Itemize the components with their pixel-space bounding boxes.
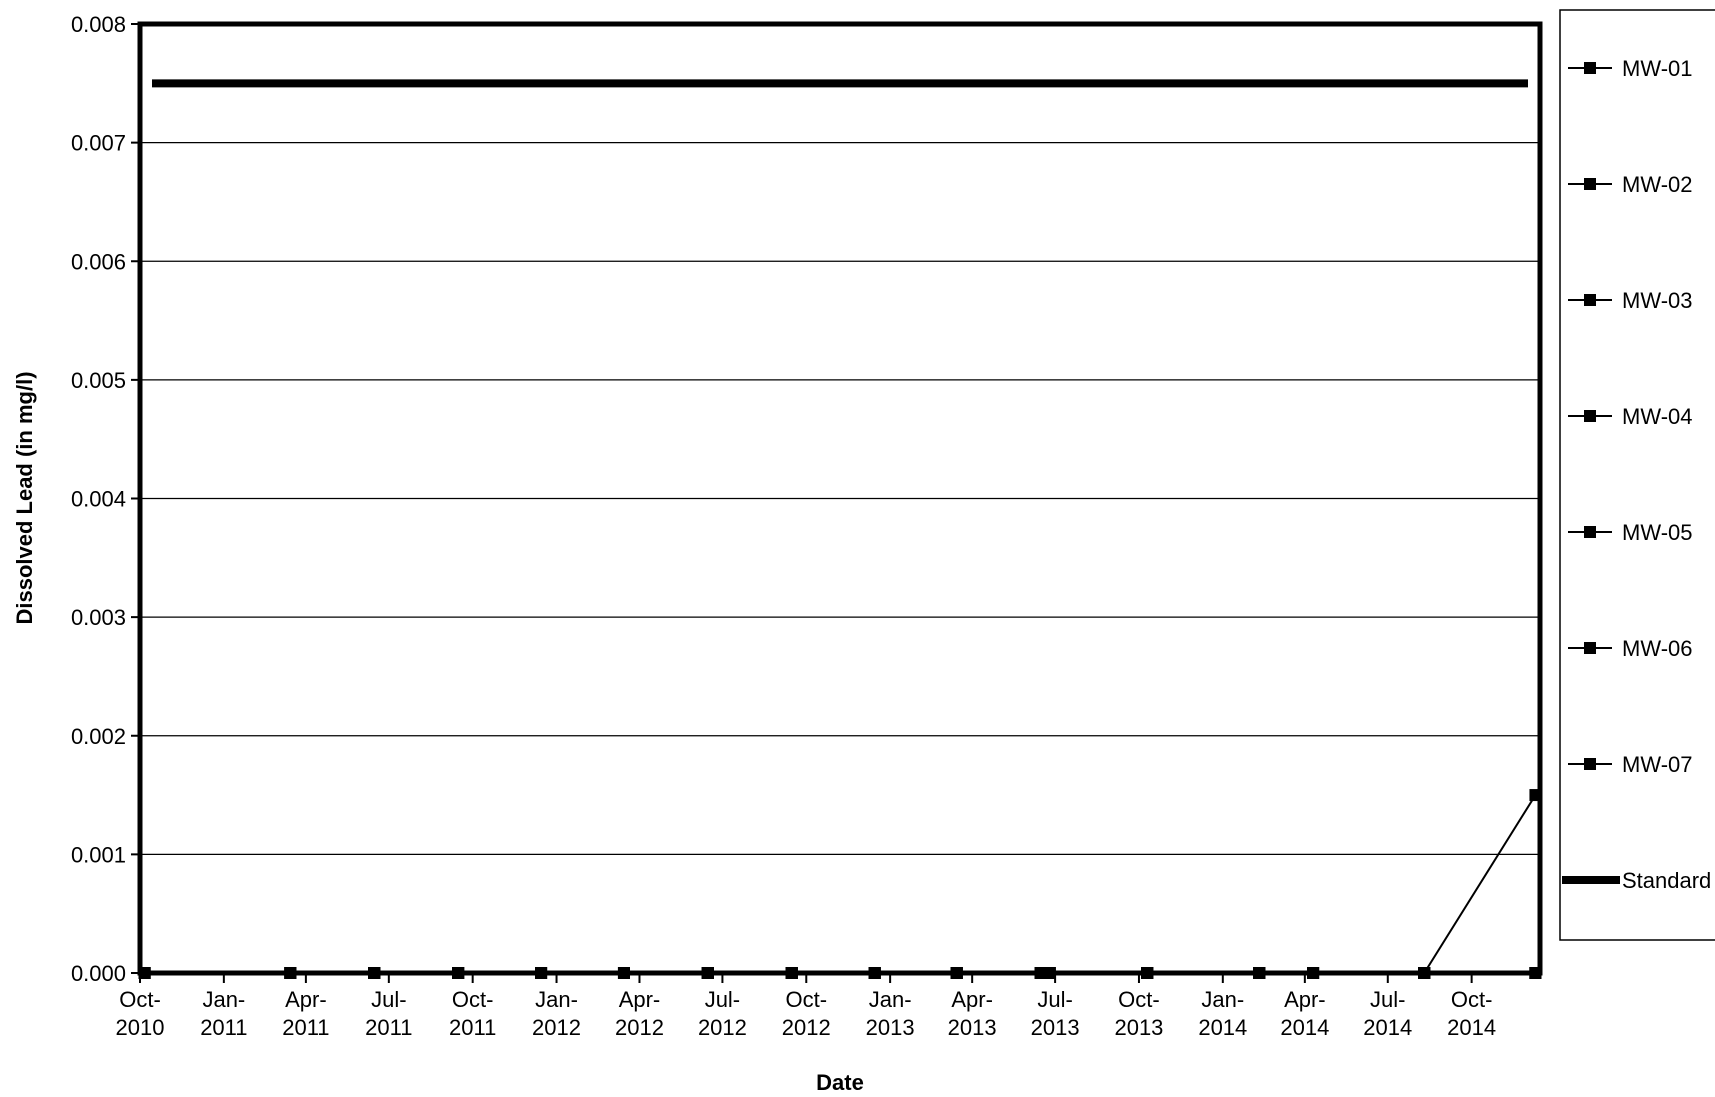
x-tick-label-line: Oct- xyxy=(785,987,827,1012)
x-tick-label-line: 2011 xyxy=(282,1015,329,1040)
x-tick-label: Oct- 2011 xyxy=(449,987,496,1040)
x-tick-label: Apr- 2013 xyxy=(948,987,997,1040)
x-tick-label: Jan- 2011 xyxy=(200,987,247,1040)
x-tick-label: Jul- 2012 xyxy=(698,987,747,1040)
legend-label-mw-06: MW-06 xyxy=(1622,636,1693,661)
x-axis-title: Date xyxy=(816,1070,864,1095)
legend-label-mw-02: MW-02 xyxy=(1622,172,1693,197)
legend-label-standard: Standard xyxy=(1622,868,1711,893)
y-tick-label: 0.003 xyxy=(71,605,126,630)
x-axis-ticks: Oct- 2010 Jan- 2011 Apr- 2011 Jul- 2011 Oct- 2011… xyxy=(116,973,1496,1040)
x-tick-label-line: Oct- xyxy=(119,987,161,1012)
x-tick-label: Oct- 2012 xyxy=(782,987,831,1040)
x-tick-label-line: 2011 xyxy=(200,1015,247,1040)
x-tick-label-line: 2014 xyxy=(1280,1015,1329,1040)
x-tick-label-line: 2010 xyxy=(116,1015,165,1040)
legend-swatch-marker-mw-01 xyxy=(1584,62,1596,74)
x-tick-label: Oct- 2013 xyxy=(1114,987,1163,1040)
x-tick-label-line: 2013 xyxy=(948,1015,997,1040)
x-tick-label-line: Oct- xyxy=(1118,987,1160,1012)
y-axis-ticks: 0.000 0.001 0.002 0.003 0.004 0.005 0.006 0.007… xyxy=(71,12,140,986)
x-tick-label-line: Oct- xyxy=(1451,987,1493,1012)
legend-swatch-marker-mw-02 xyxy=(1584,178,1596,190)
series-line-mw-07 xyxy=(144,794,1537,974)
x-tick-label-line: Jul- xyxy=(1370,987,1405,1012)
x-tick-label-line: Jan- xyxy=(202,987,245,1012)
legend-swatch-marker-mw-03 xyxy=(1584,294,1596,306)
x-tick-label-line: Jan- xyxy=(1201,987,1244,1012)
y-tick-label: 0.006 xyxy=(71,249,126,274)
legend-swatch-marker-mw-04 xyxy=(1584,410,1596,422)
x-tick-label-line: 2012 xyxy=(782,1015,831,1040)
legend-swatch-marker-mw-05 xyxy=(1584,526,1596,538)
x-tick-label: Oct- 2010 xyxy=(116,987,165,1040)
x-tick-label: Jan- 2013 xyxy=(866,987,915,1040)
x-tick-label: Oct- 2014 xyxy=(1447,987,1496,1040)
y-tick-label: 0.000 xyxy=(71,961,126,986)
x-tick-label-line: Apr- xyxy=(285,987,327,1012)
x-tick-label: Apr- 2012 xyxy=(615,987,664,1040)
y-tick-label: 0.004 xyxy=(71,487,126,512)
y-tick-label: 0.007 xyxy=(71,131,126,156)
legend-label-mw-03: MW-03 xyxy=(1622,288,1693,313)
x-tick-label-line: Jan- xyxy=(535,987,578,1012)
x-tick-label-line: Apr- xyxy=(1284,987,1326,1012)
x-tick-label-line: 2011 xyxy=(449,1015,496,1040)
legend-box xyxy=(1559,9,1715,941)
legend-swatch-marker-mw-06 xyxy=(1584,642,1596,654)
legend: MW-01 MW-02 MW-03 MW-04 MW-05 MW-06 MW-07 Stand… xyxy=(1562,56,1711,893)
gridlines xyxy=(140,23,1540,974)
y-tick-label: 0.008 xyxy=(71,12,126,37)
x-tick-label-line: 2013 xyxy=(866,1015,915,1040)
x-tick-label: Jan- 2012 xyxy=(532,987,581,1040)
legend-swatch-marker-mw-07 xyxy=(1584,758,1596,770)
x-tick-label-line: Oct- xyxy=(452,987,494,1012)
legend-label-mw-01: MW-01 xyxy=(1622,56,1693,81)
legend-label-mw-07: MW-07 xyxy=(1622,752,1693,777)
y-axis-title: Dissolved Lead (in mg/l) xyxy=(12,371,37,624)
x-tick-label-line: 2013 xyxy=(1031,1015,1080,1040)
x-tick-label: Jul- 2014 xyxy=(1363,987,1412,1040)
x-tick-label-line: 2013 xyxy=(1114,1015,1163,1040)
x-tick-label-line: 2011 xyxy=(365,1015,412,1040)
x-tick-label-line: 2012 xyxy=(698,1015,747,1040)
x-tick-label-line: Jul- xyxy=(1037,987,1072,1012)
x-tick-label: Jul- 2013 xyxy=(1031,987,1080,1040)
x-tick-label: Apr- 2011 xyxy=(282,987,329,1040)
x-tick-label-line: 2012 xyxy=(615,1015,664,1040)
x-tick-label-line: 2014 xyxy=(1447,1015,1496,1040)
x-tick-label: Apr- 2014 xyxy=(1280,987,1329,1040)
x-tick-label-line: 2012 xyxy=(532,1015,581,1040)
x-tick-label-line: Apr- xyxy=(951,987,993,1012)
y-tick-label: 0.002 xyxy=(71,724,126,749)
x-tick-label-line: 2014 xyxy=(1198,1015,1247,1040)
y-tick-label: 0.005 xyxy=(71,368,126,393)
x-tick-label-line: Jul- xyxy=(705,987,740,1012)
x-tick-label-line: Jul- xyxy=(371,987,406,1012)
x-tick-label: Jul- 2011 xyxy=(365,987,412,1040)
x-tick-label-line: Jan- xyxy=(869,987,912,1012)
series-group xyxy=(138,789,1542,979)
x-tick-label-line: Apr- xyxy=(619,987,661,1012)
x-tick-label: Jan- 2014 xyxy=(1198,987,1247,1040)
x-tick-label-line: 2014 xyxy=(1363,1015,1412,1040)
legend-label-mw-05: MW-05 xyxy=(1622,520,1693,545)
y-tick-label: 0.001 xyxy=(71,842,126,867)
legend-label-mw-04: MW-04 xyxy=(1622,404,1693,429)
